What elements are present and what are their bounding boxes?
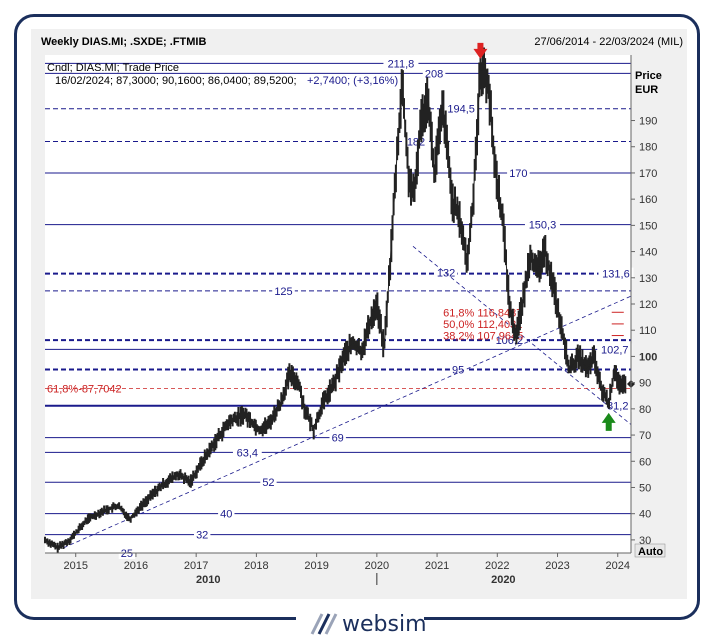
level-label-bg [260,476,277,489]
level-label: 170 [509,168,527,180]
y-tick-label: 130 [639,273,657,285]
level-label-bg [597,343,633,356]
price-series [44,45,627,553]
level-label: 40 [220,509,232,521]
chart-panel: Weekly DIAS.MI; .SXDE; .FTMIB 27/06/2014… [31,29,687,599]
level-label: 32 [196,530,208,542]
level-label-bg [383,57,419,70]
info-change: +2,7400; (+3,16%) [307,75,398,87]
x-tick-label: 2017 [184,560,208,572]
y-tick-label: 120 [639,299,657,311]
y-tick-label: 50 [639,482,651,494]
level-label: 81,2 [607,401,628,413]
y-tick-label: 170 [639,168,657,180]
x-tick-label: 2024 [606,560,630,572]
level-label-bg [603,399,633,412]
level-label: 25 [121,548,133,560]
x-tick-label: 2020 [365,560,389,572]
y-axis: 3040506070809010011012013014015016017018… [630,55,657,553]
level-label: 52 [262,477,274,489]
level-label-bg [434,266,458,279]
x-tick-label: 2022 [485,560,509,572]
y-tick-label: 180 [639,142,657,154]
level-label: 150,3 [529,220,557,232]
level-label-bg [443,102,479,115]
y-tick-label: 70 [639,430,651,442]
price-chart[interactable]: Weekly DIAS.MI; .SXDE; .FTMIB 27/06/2014… [31,29,687,599]
fib-label: 61,8%-87,7042 [47,384,122,396]
y-tick-label: 160 [639,194,657,206]
level-label-bg [272,284,295,297]
x-tick-label: 2018 [244,560,268,572]
info-line-2: 16/02/2024; 87,3000; 90,1600; 86,0400; 8… [55,75,297,87]
x-tick-label: 2016 [124,560,148,572]
level-label-bg [507,166,530,179]
level-label: 63,4 [237,447,258,459]
level-label: 211,8 [388,58,415,70]
level-label-bg [193,528,211,541]
y-tick-label: 140 [639,247,657,259]
y-tick-label: 110 [639,325,657,337]
level-label-bg [598,267,634,280]
x-tick-label: 2015 [63,560,87,572]
level-lines: 211,8208194,5182170150,3131,6132125106,2… [45,57,634,560]
level-label-bg [524,218,560,231]
y-tick-label: 90 [639,378,651,390]
trendline [412,246,632,425]
trendlines [63,246,632,549]
date-range: 27/06/2014 - 22/03/2024 (MIL) [534,36,683,48]
y-tick-label: 100 [639,351,657,363]
auto-scale-button[interactable] [634,543,666,558]
plot-area[interactable] [45,55,631,553]
fib-label: 50,0% 112,4031 [443,319,522,331]
info-line-1: Cndl; DIAS.MI; Trade Price [47,62,179,74]
y-tick-label: 60 [639,456,651,468]
level-label-bg [329,431,346,444]
level-label: 95 [452,365,464,377]
y-tick-label: 80 [639,404,651,416]
axis-title-currency: EUR [635,84,658,96]
y-tick-label: 40 [639,509,651,521]
x-decade-label: 2010 [196,574,220,586]
chart-title: Weekly DIAS.MI; .SXDE; .FTMIB [41,36,206,48]
x-tick-label: 2023 [545,560,569,572]
x-decade-label: 2020 [491,574,515,586]
price-line [44,66,626,549]
level-label-bg [422,67,446,80]
arrow-down-marker [473,42,488,59]
auto-scale-label: Auto [638,546,663,558]
arrow-up-marker [601,412,616,431]
level-label-bg [232,446,262,459]
level-label: 69 [332,433,344,445]
x-tick-label: 2021 [425,560,449,572]
level-label: 208 [425,68,443,80]
level-label: 102,7 [601,344,629,356]
x-tick-label: 2019 [304,560,328,572]
level-label-bg [218,507,235,520]
fib-label: 61,8% 116,8437 [443,307,522,319]
level-label: 182 [407,136,425,148]
axis-title-price: Price [635,70,662,82]
y-tick-label: 190 [639,116,657,128]
x-axis: 2015 2016 2017 2018 2019 2020 2021 2022 2023 2024… [45,552,631,586]
websim-logo-icon [310,613,338,635]
level-label: 131,6 [602,269,630,281]
fib-label: 38,2% 107,9645 [443,331,523,343]
footer-logo: websim [0,604,720,638]
trendline [63,295,632,549]
y-tick-label: 150 [639,220,657,232]
logo-text: websim [342,612,427,637]
level-label-bg [449,363,467,376]
level-label: 194,5 [447,104,475,116]
level-label: 125 [274,286,292,298]
